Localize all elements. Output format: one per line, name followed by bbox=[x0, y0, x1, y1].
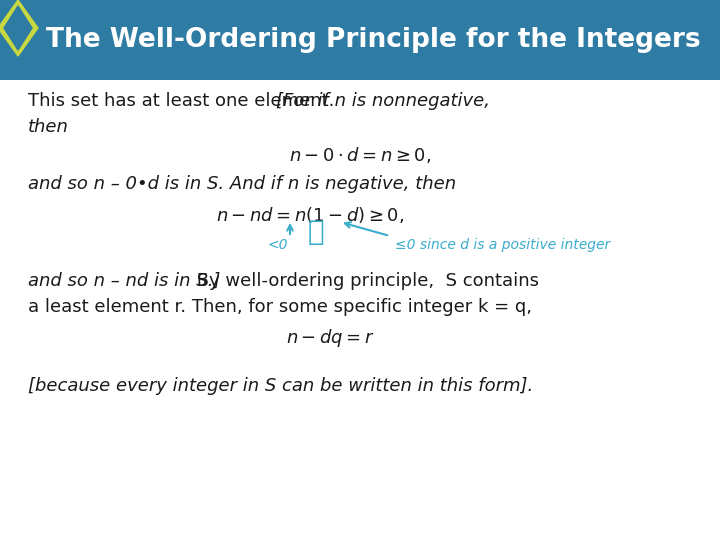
Polygon shape bbox=[0, 0, 38, 56]
Polygon shape bbox=[4, 6, 32, 50]
Bar bbox=[0, 0, 720, 80]
Text: $n - dq = r$: $n - dq = r$ bbox=[286, 327, 374, 349]
Text: ⏟: ⏟ bbox=[307, 218, 324, 246]
Text: then: then bbox=[28, 118, 69, 136]
Text: and so n – 0•d is in S. And if n is negative, then: and so n – 0•d is in S. And if n is nega… bbox=[28, 175, 456, 193]
Text: a least element r. Then, for some specific integer k = q,: a least element r. Then, for some specif… bbox=[28, 298, 532, 316]
Text: This set has at least one element.: This set has at least one element. bbox=[28, 92, 340, 110]
Text: The Well-Ordering Principle for the Integers: The Well-Ordering Principle for the Inte… bbox=[46, 27, 701, 53]
Text: ≤0 since d is a positive integer: ≤0 since d is a positive integer bbox=[395, 238, 611, 252]
Text: $n - 0 \cdot d = n \geq 0,$: $n - 0 \cdot d = n \geq 0,$ bbox=[289, 145, 431, 165]
Text: [because every integer in S can be written in this form].: [because every integer in S can be writt… bbox=[28, 377, 534, 395]
Text: By well-ordering principle,  S contains: By well-ordering principle, S contains bbox=[192, 272, 539, 290]
Text: [For if n is nonnegative,: [For if n is nonnegative, bbox=[276, 92, 490, 110]
Text: and so n – nd is in S.]: and so n – nd is in S.] bbox=[28, 272, 220, 290]
Text: <0: <0 bbox=[268, 238, 288, 252]
Text: $n - nd = n(1-d) \geq 0,$: $n - nd = n(1-d) \geq 0,$ bbox=[216, 205, 404, 225]
